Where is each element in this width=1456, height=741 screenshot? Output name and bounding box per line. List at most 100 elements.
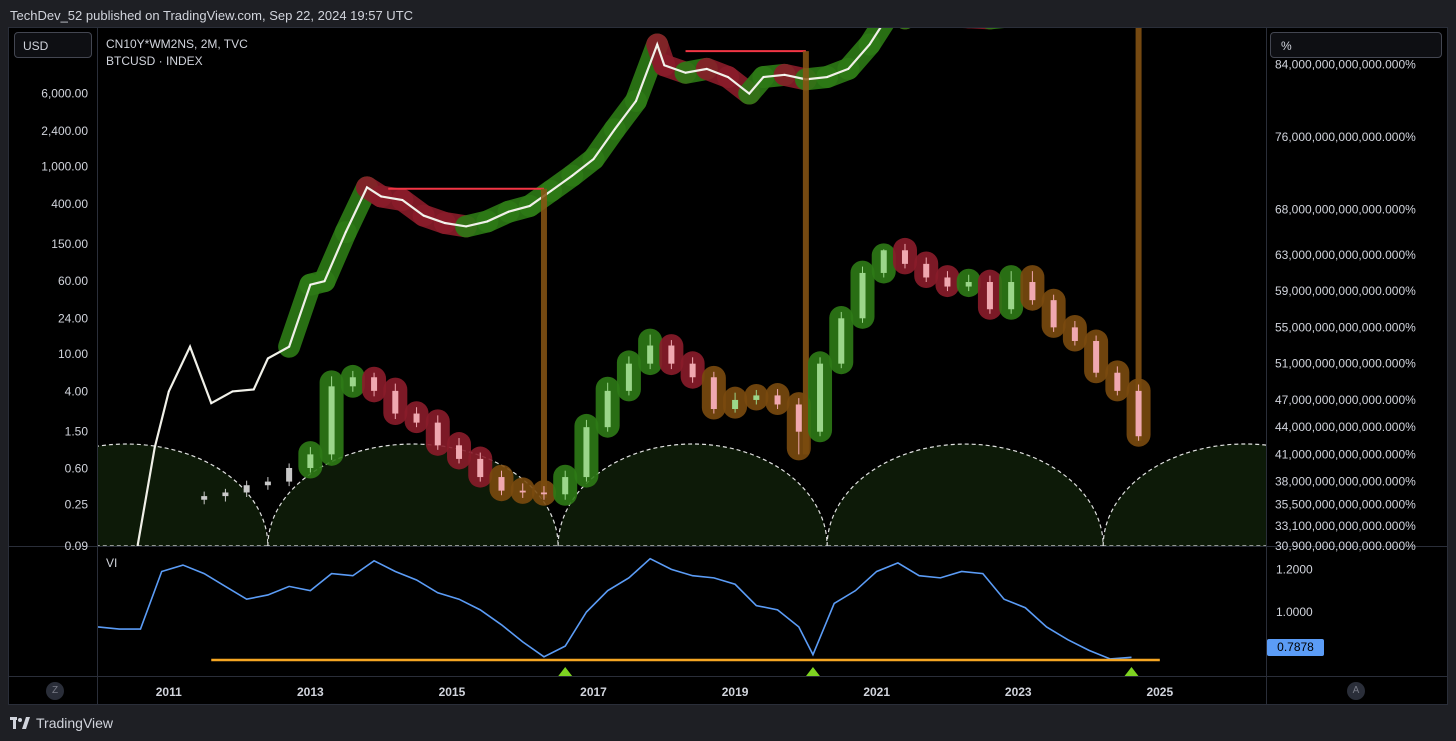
- line-point: [1095, 10, 1097, 12]
- line-glow-segment: [899, 28, 911, 30]
- candle-body: [1050, 300, 1057, 328]
- line-point: [826, 76, 828, 78]
- auto-scale-button[interactable]: A: [1347, 682, 1365, 700]
- candle-body: [1029, 282, 1036, 301]
- line-glow-segment: [1054, 12, 1075, 14]
- candle-body: [1114, 372, 1121, 391]
- candle-body: [1071, 327, 1078, 341]
- candle-body: [753, 395, 760, 400]
- right-axis-tick: 63,000,000,000,000.000%: [1275, 248, 1416, 262]
- left-axis-tick: 24.00: [58, 311, 88, 325]
- line-point: [868, 43, 871, 46]
- scale-unit-selector[interactable]: %: [1270, 32, 1442, 58]
- candle-body: [965, 282, 972, 287]
- line-point: [705, 68, 708, 70]
- candle-body: [1135, 390, 1142, 437]
- left-axis-tick: 0.25: [65, 497, 89, 511]
- candle-body: [286, 467, 293, 482]
- line-glow-segment: [1096, 9, 1117, 11]
- x-axis-tick: 2015: [439, 685, 466, 699]
- line-point: [465, 225, 467, 228]
- candle-body: [689, 363, 696, 378]
- candle-body: [604, 390, 611, 428]
- tradingview-logo-icon: [10, 717, 30, 729]
- line-point: [344, 231, 347, 233]
- line-point: [783, 74, 786, 76]
- left-axis-tick: 6,000.00: [41, 87, 88, 101]
- vi-signal-marker-1: [806, 667, 820, 676]
- cycle-dome-0: [98, 443, 269, 546]
- x-axis-tick: 2023: [1005, 685, 1032, 699]
- candle-body: [328, 386, 335, 455]
- line-glow-segment: [984, 28, 1005, 30]
- line-point: [366, 186, 368, 189]
- line-point: [904, 18, 906, 20]
- legend-line-2[interactable]: BTCUSD · INDEX: [106, 54, 203, 68]
- line-glow-segment: [926, 11, 947, 17]
- candle-body: [583, 427, 590, 478]
- x-axis-tick: 2017: [580, 685, 607, 699]
- candle-body: [944, 277, 951, 287]
- vi-signal-marker-0: [558, 667, 573, 676]
- candle-body: [264, 481, 271, 486]
- cycle-dome-2: [557, 443, 828, 546]
- line-point: [267, 357, 269, 360]
- left-axis-tick: 1.50: [65, 424, 89, 438]
- left-axis-tick: 0.09: [65, 539, 89, 553]
- line-point: [989, 18, 991, 20]
- published-info: TechDev_52 published on TradingView.com,…: [10, 8, 414, 23]
- candle-body: [477, 458, 484, 478]
- right-axis-tick: 44,000,000,000,000.000%: [1275, 420, 1416, 434]
- zoom-button[interactable]: Z: [46, 682, 64, 700]
- candle-body: [838, 318, 845, 364]
- x-axis-tick: 2021: [863, 685, 890, 699]
- line-point: [210, 402, 213, 404]
- candle-body: [456, 445, 463, 459]
- right-axis-tick: 55,000,000,000,000.000%: [1275, 320, 1416, 334]
- left-axis-tick: 1,000.00: [41, 160, 88, 174]
- line-point: [947, 15, 949, 17]
- line-point: [968, 17, 970, 19]
- line-glow-segment: [1117, 7, 1138, 9]
- vi-axis-tick: 1.0000: [1276, 605, 1313, 619]
- candle-body: [562, 477, 569, 495]
- line-point: [656, 43, 659, 46]
- footer-brand[interactable]: TradingView: [10, 715, 113, 731]
- line-glow-segment: [899, 28, 911, 30]
- left-axis-tick: 400.00: [51, 197, 88, 211]
- line-point: [1074, 12, 1076, 14]
- line-point: [529, 205, 531, 207]
- vi-axis-tick: 1.2000: [1276, 562, 1313, 576]
- candle-body: [817, 363, 824, 432]
- right-axis-tick: 76,000,000,000,000.000%: [1275, 130, 1416, 144]
- candle-body: [986, 282, 993, 310]
- candle-body: [371, 377, 378, 391]
- candle-body: [222, 492, 229, 497]
- line-point: [309, 283, 312, 286]
- candle-body: [434, 422, 441, 446]
- oscillator-label[interactable]: VI: [106, 556, 118, 570]
- line-point: [890, 11, 892, 13]
- candle-body: [880, 250, 887, 273]
- cycle-dome-4: [1102, 443, 1266, 546]
- left-axis-tick: 60.00: [58, 274, 88, 288]
- candle-body: [540, 492, 547, 495]
- candle-body: [647, 345, 654, 364]
- line-point: [167, 390, 170, 393]
- legend-line-1[interactable]: CN10Y*WM2NS, 2M, TVC: [106, 37, 248, 51]
- oscillator-current-value: 0.7878: [1267, 639, 1324, 656]
- candle-body: [859, 272, 866, 319]
- currency-selector[interactable]: USD: [14, 32, 92, 58]
- line-point: [288, 345, 290, 348]
- left-axis-tick: 10.00: [58, 347, 88, 361]
- right-axis-tick: 38,000,000,000,000.000%: [1275, 475, 1416, 489]
- candle-body: [307, 454, 314, 468]
- line-point: [592, 158, 595, 160]
- line-point: [252, 388, 255, 391]
- line-point: [635, 100, 637, 102]
- line-point: [507, 210, 510, 213]
- candle-body: [1093, 340, 1100, 373]
- x-axis-tick: 2025: [1146, 685, 1173, 699]
- footer-brand-name: TradingView: [36, 715, 114, 731]
